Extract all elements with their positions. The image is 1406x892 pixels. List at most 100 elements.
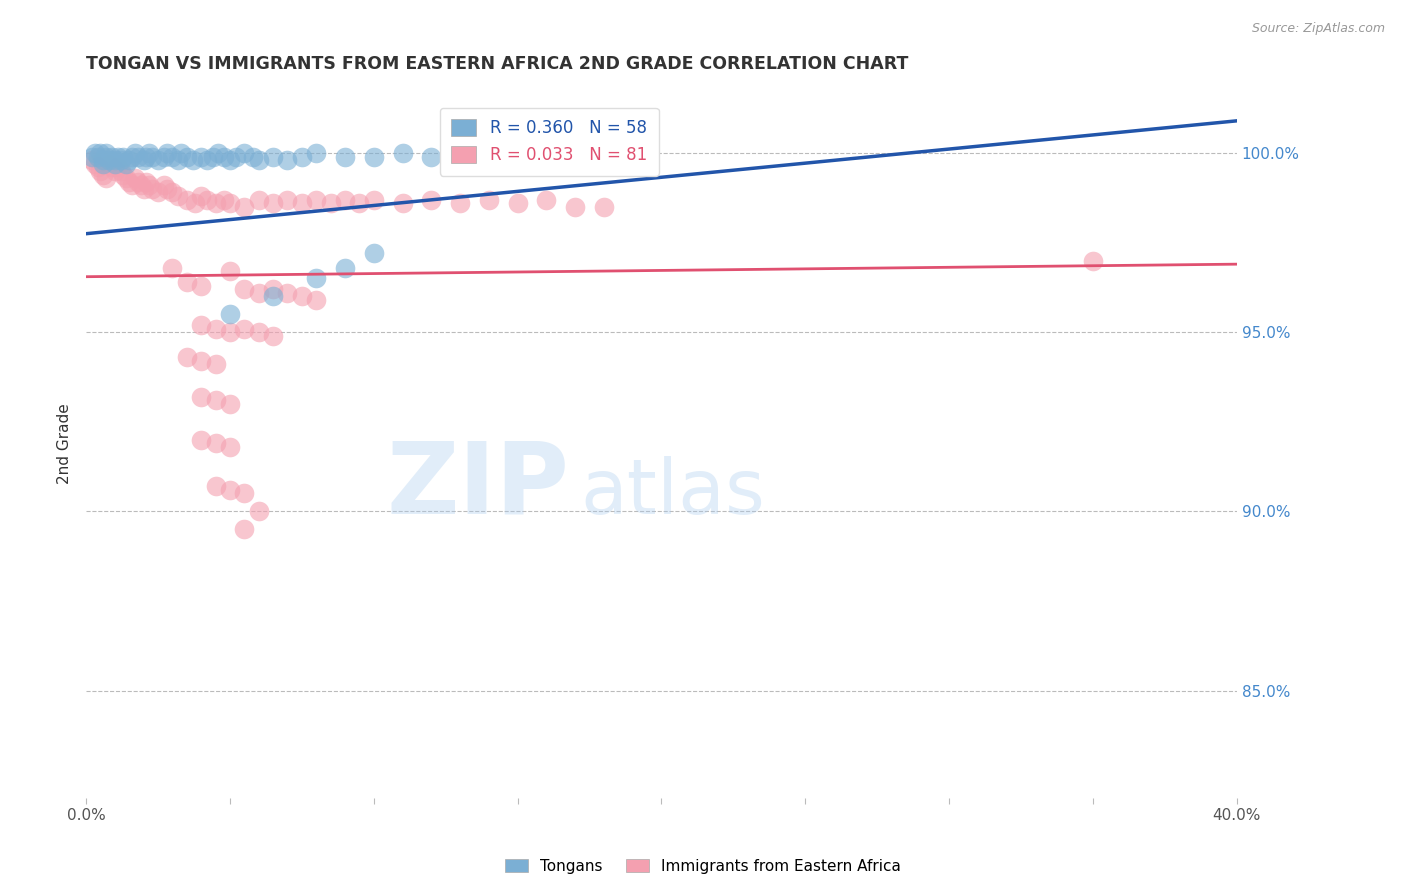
Point (262, 289, 284, 303)
Point (233, 321, 256, 335)
Point (276, 285, 298, 300)
Point (291, 196, 314, 211)
Point (190, 390, 212, 404)
Legend: Tongans, Immigrants from Eastern Africa: Tongans, Immigrants from Eastern Africa (499, 853, 907, 880)
Point (262, 196, 284, 211)
Point (449, 196, 471, 211)
Point (91, 168, 114, 182)
Point (121, 178, 143, 193)
Text: TONGAN VS IMMIGRANTS FROM EASTERN AFRICA 2ND GRADE CORRELATION CHART: TONGAN VS IMMIGRANTS FROM EASTERN AFRICA… (86, 55, 908, 73)
Point (190, 189, 212, 203)
Point (162, 260, 184, 275)
Point (176, 193, 198, 207)
Point (242, 150, 264, 164)
Point (152, 178, 174, 193)
Point (247, 153, 270, 168)
Point (135, 175, 157, 189)
Point (247, 325, 270, 339)
Point (420, 193, 443, 207)
Point (98, 153, 121, 168)
Point (233, 522, 256, 536)
Point (204, 321, 226, 335)
Point (190, 150, 212, 164)
Point (129, 178, 152, 193)
Point (333, 193, 356, 207)
Point (478, 193, 501, 207)
Point (219, 397, 242, 411)
Point (138, 178, 160, 193)
Point (262, 328, 284, 343)
Point (276, 193, 298, 207)
Point (107, 150, 129, 164)
Point (391, 146, 413, 161)
Point (167, 153, 190, 168)
Point (118, 175, 141, 189)
Point (391, 196, 413, 211)
Point (115, 171, 138, 186)
Point (110, 164, 132, 178)
Point (233, 200, 256, 214)
Point (167, 189, 190, 203)
Point (291, 150, 314, 164)
Point (219, 325, 242, 339)
Point (156, 146, 179, 161)
Point (141, 182, 163, 196)
Point (80, 153, 103, 168)
Point (276, 153, 298, 168)
Point (195, 153, 218, 168)
Point (219, 153, 242, 168)
Point (124, 171, 146, 186)
Point (176, 275, 198, 289)
Point (201, 150, 224, 164)
Point (96, 150, 118, 164)
Point (233, 282, 256, 296)
Point (138, 146, 160, 161)
Point (363, 193, 385, 207)
Point (83, 146, 105, 161)
Point (141, 150, 163, 164)
Point (101, 150, 124, 164)
Point (333, 150, 356, 164)
Point (536, 193, 558, 207)
Point (176, 150, 198, 164)
Point (190, 318, 212, 332)
Point (247, 193, 270, 207)
Point (420, 150, 443, 164)
Point (115, 157, 138, 171)
Point (363, 150, 385, 164)
Point (127, 175, 149, 189)
Point (127, 150, 149, 164)
Point (219, 483, 242, 497)
Point (162, 150, 184, 164)
Point (204, 358, 226, 372)
Point (233, 486, 256, 500)
Point (118, 153, 141, 168)
Point (349, 196, 371, 211)
Point (262, 282, 284, 296)
Point (146, 186, 169, 200)
Point (1081, 253, 1104, 268)
Point (184, 196, 207, 211)
Point (204, 196, 226, 211)
Point (146, 153, 169, 168)
Point (363, 246, 385, 260)
Point (225, 150, 247, 164)
Point (247, 285, 270, 300)
Text: atlas: atlas (581, 456, 766, 530)
Y-axis label: 2nd Grade: 2nd Grade (58, 403, 72, 483)
Point (124, 146, 146, 161)
Point (333, 260, 356, 275)
Point (305, 193, 328, 207)
Point (98, 157, 121, 171)
Point (291, 289, 314, 303)
Point (104, 157, 127, 171)
Point (80, 150, 103, 164)
Point (190, 433, 212, 447)
Point (262, 150, 284, 164)
Point (449, 146, 471, 161)
Point (506, 196, 529, 211)
Point (83, 157, 105, 171)
Point (89, 164, 111, 178)
Point (305, 293, 328, 307)
Point (121, 150, 143, 164)
